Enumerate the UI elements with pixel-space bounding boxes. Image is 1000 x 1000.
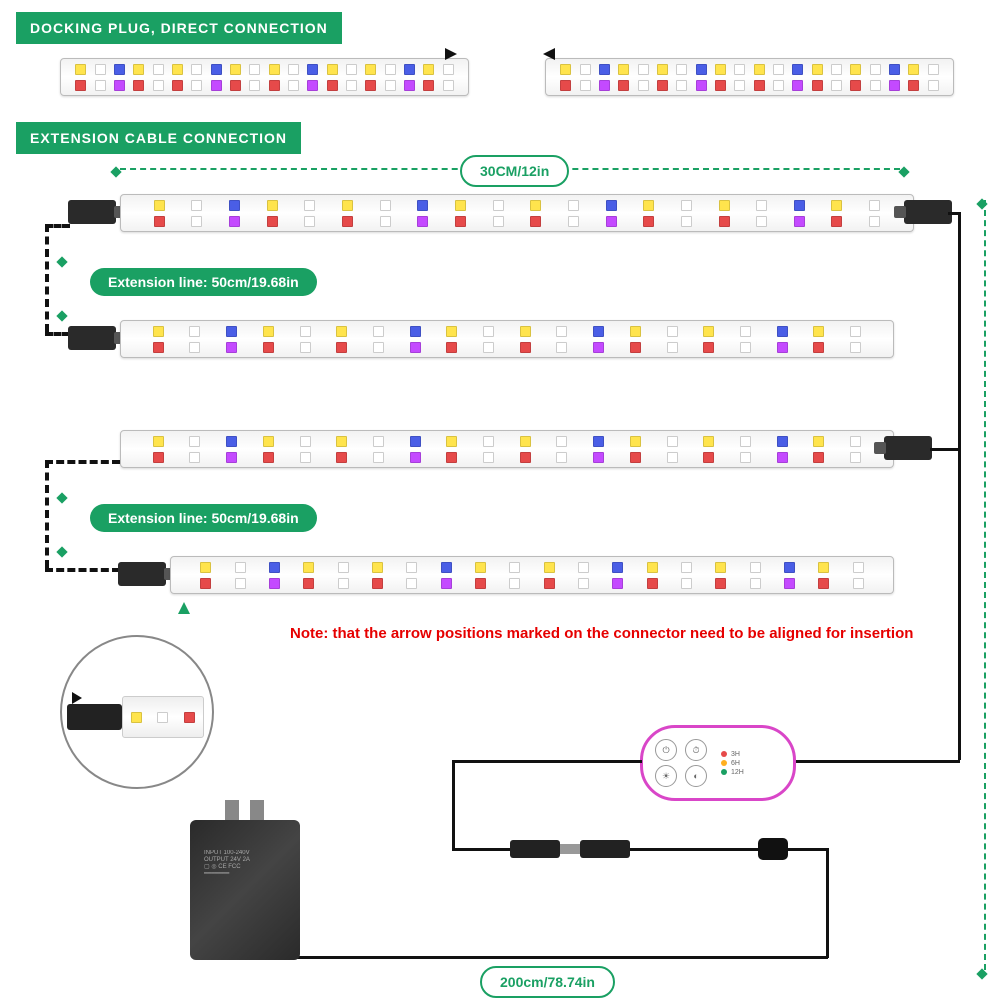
controller-mode-button[interactable]: ◐ <box>685 765 707 787</box>
cable-jack-right-h <box>630 848 760 851</box>
arrow-left-icon <box>543 48 555 60</box>
cable-controller-to-jack-v <box>452 760 455 850</box>
note-text: Note: that the arrow positions marked on… <box>290 625 940 642</box>
led-strip-4 <box>170 556 894 594</box>
ext1-diamond-bot <box>58 304 66 325</box>
right-dim-diamond-top <box>978 192 986 213</box>
main-cable-top-h <box>948 212 960 215</box>
dashed-cable-1h-top <box>45 224 70 228</box>
dim-diamond-right <box>900 160 908 181</box>
cable-down-to-adapter-region <box>826 848 829 958</box>
extension-line-1-pill: Extension line: 50cm/19.68in <box>90 268 317 296</box>
led-strip-top-right <box>545 58 954 96</box>
barrel-jack-male <box>580 840 630 858</box>
extension-header-label: EXTENSION CABLE CONNECTION <box>16 122 301 154</box>
cable-to-jack-h2 <box>452 848 512 851</box>
dashed-cable-2 <box>45 460 49 568</box>
strip-width-pill: 30CM/12in <box>460 155 569 187</box>
plug-strip1-left <box>68 200 116 224</box>
inline-ferrite <box>758 838 788 860</box>
plug-strip1-right <box>904 200 952 224</box>
barrel-jack-female <box>510 840 560 858</box>
cable-controller-to-jack-h1 <box>452 760 642 763</box>
power-adapter: INPUT 100-240VOUTPUT 24V 2A▢ ◎ CE FCC━━━… <box>190 820 300 960</box>
dashed-cable-1 <box>45 224 49 332</box>
ext2-diamond-top <box>58 486 66 507</box>
connector-detail-circle <box>60 635 214 789</box>
dashed-cable-2h-top <box>45 460 120 464</box>
plug-strip3-right <box>884 436 932 460</box>
controller-power-button[interactable]: ⏻ <box>655 739 677 761</box>
main-cable-length-pill: 200cm/78.74in <box>480 966 615 998</box>
controller-remote[interactable]: ⏻ ⏱ ☀ ◐ 3H 6H 12H <box>640 725 796 801</box>
led-strip-top-left <box>60 58 469 96</box>
cable-branch-strip3 <box>930 448 960 451</box>
led-strip-3 <box>120 430 894 468</box>
cable-bottom-h <box>265 956 828 959</box>
right-dimension-line <box>984 200 986 970</box>
green-arrow-up-icon <box>178 602 190 614</box>
ext1-diamond-top <box>58 250 66 271</box>
cable-after-ferrite <box>788 848 828 851</box>
arrow-right-icon <box>445 48 457 60</box>
controller-dim-button[interactable]: ☀ <box>655 765 677 787</box>
timer-6h-label: 6H <box>731 759 740 768</box>
plug-strip4-left <box>118 562 166 586</box>
plug-strip2-left <box>68 326 116 350</box>
cable-to-controller-h <box>780 760 960 763</box>
dim-diamond-left <box>112 160 120 181</box>
timer-12h-label: 12H <box>731 768 744 777</box>
led-strip-1 <box>120 194 914 232</box>
timer-3h-label: 3H <box>731 750 740 759</box>
controller-timer-button[interactable]: ⏱ <box>685 739 707 761</box>
dashed-cable-2h-bot <box>45 568 120 572</box>
main-cable-vertical <box>958 212 961 760</box>
led-strip-2 <box>120 320 894 358</box>
dashed-cable-1h-bot <box>45 332 70 336</box>
right-dim-diamond-bot <box>978 962 986 983</box>
docking-header-label: DOCKING PLUG, DIRECT CONNECTION <box>16 12 342 44</box>
extension-line-2-pill: Extension line: 50cm/19.68in <box>90 504 317 532</box>
ext2-diamond-bot <box>58 540 66 561</box>
